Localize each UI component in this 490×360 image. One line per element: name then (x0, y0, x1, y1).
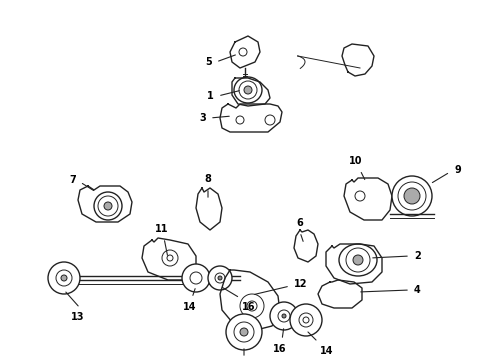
Text: 5: 5 (205, 57, 212, 67)
Circle shape (244, 86, 252, 94)
Circle shape (282, 314, 286, 318)
Circle shape (190, 272, 202, 284)
Text: 16: 16 (273, 344, 287, 354)
Ellipse shape (339, 244, 377, 276)
Text: 13: 13 (71, 312, 85, 322)
Polygon shape (78, 186, 132, 222)
Circle shape (346, 248, 370, 272)
Circle shape (234, 322, 254, 342)
Circle shape (208, 266, 232, 290)
Circle shape (290, 304, 322, 336)
Circle shape (303, 317, 309, 323)
Text: 14: 14 (320, 346, 334, 356)
Text: 14: 14 (183, 302, 197, 312)
Circle shape (353, 255, 363, 265)
Polygon shape (220, 104, 282, 132)
Ellipse shape (234, 77, 262, 103)
Text: 12: 12 (294, 279, 308, 289)
Text: 16: 16 (242, 302, 255, 312)
Text: 1: 1 (207, 91, 214, 101)
Polygon shape (326, 244, 382, 284)
Circle shape (182, 264, 210, 292)
Circle shape (278, 310, 290, 322)
Circle shape (104, 202, 112, 210)
Circle shape (240, 328, 248, 336)
Polygon shape (342, 44, 374, 76)
Polygon shape (196, 188, 222, 230)
Circle shape (239, 81, 257, 99)
Text: 9: 9 (454, 165, 461, 175)
Text: 2: 2 (414, 251, 421, 261)
Text: 10: 10 (349, 156, 363, 166)
Circle shape (61, 275, 67, 281)
Polygon shape (230, 36, 260, 68)
Circle shape (226, 314, 262, 350)
Circle shape (215, 273, 225, 283)
Circle shape (239, 48, 247, 56)
Text: 8: 8 (204, 174, 212, 184)
Circle shape (404, 188, 420, 204)
Circle shape (355, 191, 365, 201)
Circle shape (162, 250, 178, 266)
Polygon shape (142, 238, 196, 280)
Polygon shape (220, 270, 280, 330)
Polygon shape (294, 230, 318, 262)
Circle shape (48, 262, 80, 294)
Polygon shape (232, 78, 270, 106)
Circle shape (56, 270, 72, 286)
Circle shape (218, 276, 222, 280)
Ellipse shape (398, 182, 426, 210)
Ellipse shape (94, 192, 122, 220)
Text: 4: 4 (414, 285, 421, 295)
Text: 6: 6 (296, 218, 303, 228)
Polygon shape (344, 178, 392, 220)
Circle shape (167, 255, 173, 261)
Circle shape (265, 115, 275, 125)
Circle shape (270, 302, 298, 330)
Text: 7: 7 (69, 175, 76, 185)
Circle shape (247, 301, 257, 311)
Circle shape (299, 313, 313, 327)
Circle shape (98, 196, 118, 216)
Text: 11: 11 (155, 224, 169, 234)
Circle shape (236, 116, 244, 124)
Text: 3: 3 (199, 113, 206, 123)
Polygon shape (318, 280, 362, 308)
Ellipse shape (392, 176, 432, 216)
Circle shape (240, 294, 264, 318)
